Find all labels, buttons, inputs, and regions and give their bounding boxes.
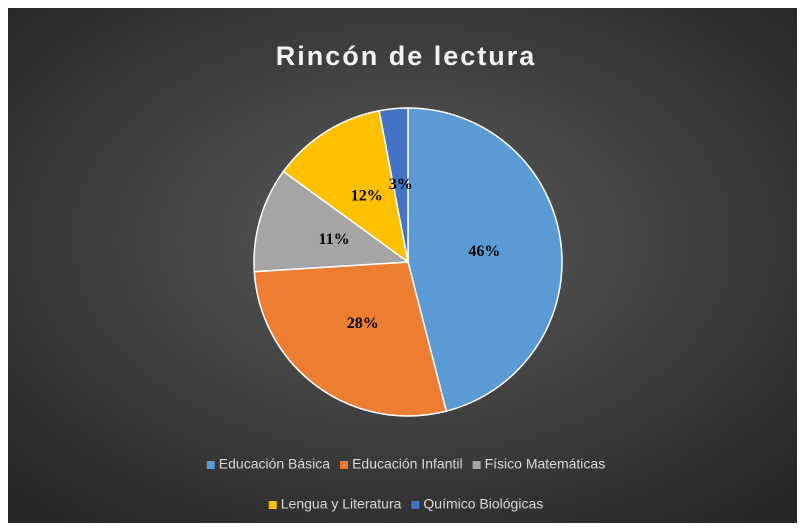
- data-label: 28%: [347, 315, 379, 332]
- data-label: 12%: [351, 188, 383, 205]
- legend-label: Lengua y Literatura: [281, 496, 402, 512]
- legend-label: Educación Infantil: [352, 456, 463, 472]
- pie-slice: [282, 109, 410, 264]
- legend-swatch: [411, 501, 420, 509]
- legend-swatch: [268, 501, 277, 509]
- data-label: 11%: [318, 231, 349, 248]
- data-label: 46%: [468, 243, 500, 260]
- chart-title: Rincón de lectura: [276, 41, 537, 71]
- pie-slice: [253, 170, 411, 273]
- legend-swatch: [206, 461, 215, 469]
- legend-swatch: [340, 461, 349, 469]
- pie-slice: [407, 107, 563, 413]
- pie-slice: [378, 107, 409, 263]
- legend-label: Químico Biológicas: [423, 496, 543, 512]
- legend-label: Físico Matemáticas: [485, 456, 606, 472]
- legend-swatch: [472, 461, 481, 469]
- pie-slice: [253, 261, 448, 417]
- legend-label: Educación Básica: [219, 456, 331, 472]
- data-label: 3%: [389, 176, 413, 193]
